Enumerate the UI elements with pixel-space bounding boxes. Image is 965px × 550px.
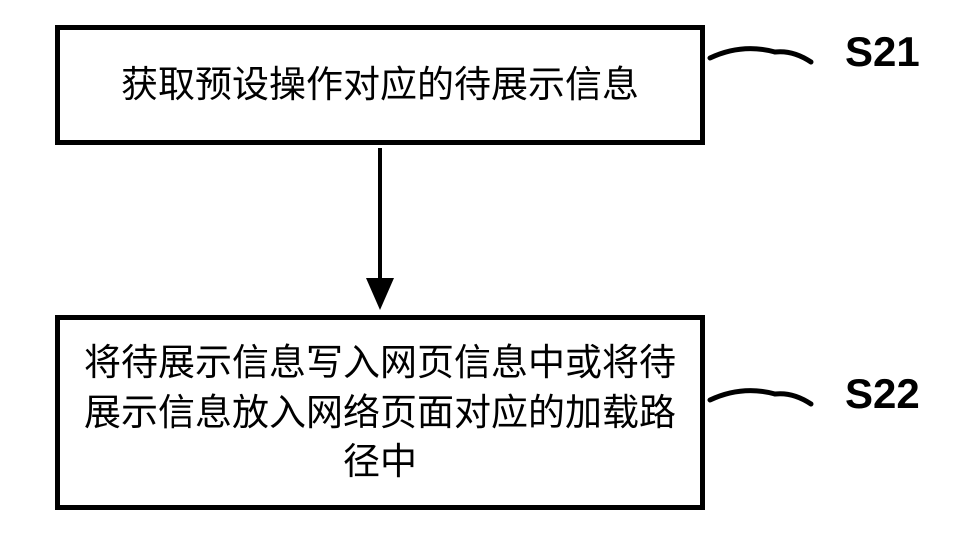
flowchart-canvas: 获取预设操作对应的待展示信息将待展示信息写入网页信息中或将待展示信息放入网络页面…: [0, 0, 965, 550]
arrow-main: [0, 0, 965, 550]
